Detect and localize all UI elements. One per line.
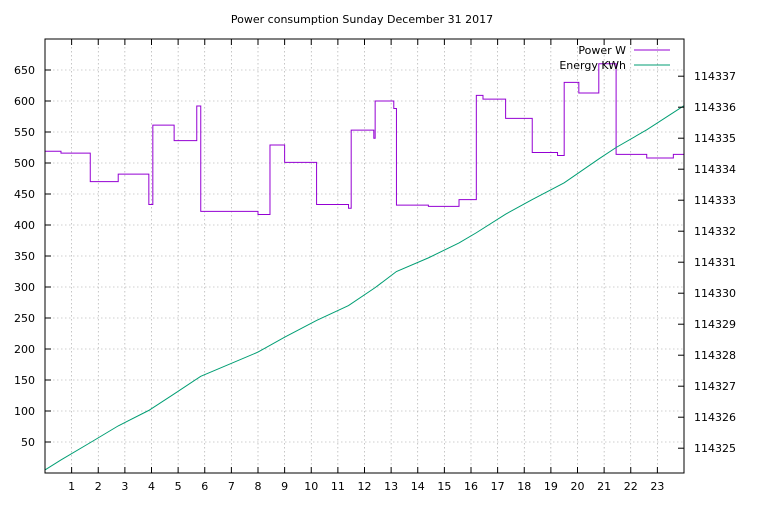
x-tick-label: 19 [544, 480, 558, 493]
x-tick-label: 15 [437, 480, 451, 493]
series-line-energy [44, 105, 685, 471]
y-left-tick-label: 350 [14, 250, 35, 263]
y-left-tick-label: 600 [14, 95, 35, 108]
x-tick-label: 23 [650, 480, 664, 493]
x-tick-label: 4 [148, 480, 155, 493]
x-tick-label: 14 [411, 480, 425, 493]
grid [45, 39, 684, 473]
x-tick-label: 16 [464, 480, 478, 493]
legend-label: Energy KWh [559, 59, 626, 72]
x-tick-label: 10 [304, 480, 318, 493]
y-right-tick-label: 114334 [694, 163, 736, 176]
y-right-tick-label: 114330 [694, 287, 736, 300]
tick-marks [45, 39, 684, 473]
y-left-tick-label: 650 [14, 64, 35, 77]
y-left-tick-label: 450 [14, 188, 35, 201]
x-tick-label: 1 [68, 480, 75, 493]
y-left-tick-label: 50 [21, 436, 35, 449]
y-left-tick-label: 200 [14, 343, 35, 356]
x-tick-label: 9 [281, 480, 288, 493]
series-line-power [45, 63, 684, 215]
y-left-tick-label: 400 [14, 219, 35, 232]
y-right-tick-label: 114331 [694, 256, 736, 269]
x-tick-label: 8 [255, 480, 262, 493]
y-left-tick-label: 500 [14, 157, 35, 170]
x-tick-label: 13 [384, 480, 398, 493]
y-right-tick-label: 114332 [694, 225, 736, 238]
x-tick-label: 17 [491, 480, 505, 493]
y-left-tick-label: 150 [14, 374, 35, 387]
chart-title: Power consumption Sunday December 31 201… [231, 13, 493, 26]
x-tick-label: 12 [358, 480, 372, 493]
x-tick-label: 21 [597, 480, 611, 493]
x-tick-label: 7 [228, 480, 235, 493]
x-tick-label: 22 [624, 480, 638, 493]
series-layer [44, 63, 685, 471]
y-right-tick-label: 114335 [694, 132, 736, 145]
y-right-tick-label: 114336 [694, 101, 736, 114]
x-tick-label: 18 [517, 480, 531, 493]
x-tick-label: 6 [201, 480, 208, 493]
y-right-tick-label: 114327 [694, 380, 736, 393]
y-right-tick-label: 114328 [694, 349, 736, 362]
legend-label: Power W [578, 44, 626, 57]
y-right-tick-label: 114326 [694, 411, 736, 424]
x-tick-label: 3 [121, 480, 128, 493]
y-left-tick-label: 550 [14, 126, 35, 139]
y-right-tick-label: 114333 [694, 194, 736, 207]
tick-labels: 1 2 3 4 5 6 7 8 9 10 11 12 13 14 15 16 17 18 19 20 21 22 23501… [14, 64, 736, 493]
y-right-tick-label: 114329 [694, 318, 736, 331]
x-tick-label: 2 [95, 480, 102, 493]
x-tick-label: 20 [571, 480, 585, 493]
y-right-tick-label: 114325 [694, 442, 736, 455]
legend: Power W Energy KWh [559, 44, 670, 72]
y-left-tick-label: 100 [14, 405, 35, 418]
x-tick-label: 5 [175, 480, 182, 493]
x-tick-label: 11 [331, 480, 345, 493]
y-right-tick-label: 114337 [694, 70, 736, 83]
y-left-tick-label: 300 [14, 281, 35, 294]
y-left-tick-label: 250 [14, 312, 35, 325]
